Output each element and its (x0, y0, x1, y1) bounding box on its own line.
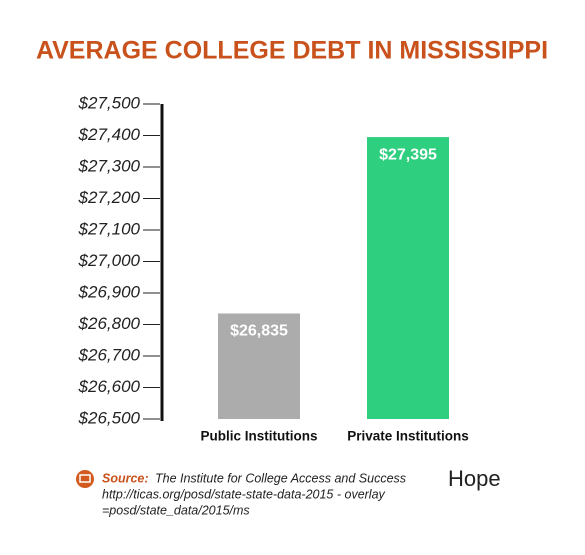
x-tick-label: Public Institutions (201, 429, 318, 444)
y-tick-label: $26,500 (78, 408, 141, 427)
y-tick-label: $26,800 (78, 314, 141, 333)
y-tick-label: $27,300 (78, 156, 141, 175)
y-tick-label: $27,100 (78, 219, 141, 238)
source-icon (76, 470, 94, 488)
source-text: =posd/state_data/2015/ms (102, 503, 250, 517)
y-tick-label: $26,600 (78, 377, 141, 396)
source-label: Source: (102, 471, 149, 485)
x-tick-label: Private Institutions (347, 429, 469, 444)
value-label: $26,835 (230, 323, 288, 340)
y-tick-label: $27,400 (78, 125, 141, 144)
y-tick-label: $26,900 (78, 282, 141, 301)
value-label: $27,395 (379, 146, 437, 163)
chart-title: AVERAGE COLLEGE DEBT IN MISSISSIPPI (36, 37, 548, 65)
logo: Hope (448, 466, 501, 491)
source-text: http://ticas.org/posd/state-state-data-2… (102, 487, 386, 501)
y-tick-label: $26,700 (78, 345, 141, 364)
y-tick-label: $27,000 (78, 251, 141, 270)
source-icon-glyph (79, 474, 91, 483)
y-tick-label: $27,200 (78, 188, 141, 207)
bar (218, 313, 300, 419)
source-text: The Institute for College Access and Suc… (155, 471, 406, 485)
bar (367, 137, 449, 419)
y-tick-label: $27,500 (78, 93, 141, 112)
